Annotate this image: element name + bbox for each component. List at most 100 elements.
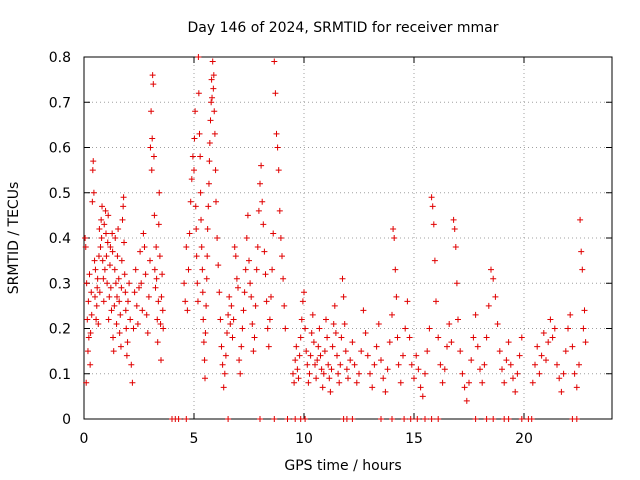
data-point bbox=[470, 334, 477, 341]
data-point bbox=[556, 375, 563, 382]
data-point bbox=[145, 293, 152, 300]
data-point bbox=[439, 379, 446, 386]
data-point bbox=[120, 203, 127, 210]
data-point bbox=[150, 153, 157, 160]
data-point bbox=[204, 253, 211, 260]
data-point bbox=[332, 330, 339, 337]
data-point bbox=[314, 357, 321, 364]
data-point bbox=[123, 325, 130, 332]
data-point bbox=[209, 58, 216, 65]
data-point bbox=[364, 352, 371, 359]
y-tick-label: 0.1 bbox=[49, 367, 71, 383]
data-point bbox=[431, 257, 438, 264]
data-point bbox=[455, 316, 461, 323]
data-point bbox=[242, 266, 249, 273]
data-point bbox=[282, 325, 289, 332]
data-point bbox=[186, 230, 193, 237]
data-point bbox=[116, 298, 123, 305]
data-point bbox=[562, 348, 569, 355]
data-point bbox=[253, 266, 260, 273]
data-point bbox=[123, 352, 130, 359]
data-point bbox=[417, 384, 424, 391]
data-point bbox=[503, 357, 510, 364]
data-point bbox=[228, 302, 235, 309]
data-point bbox=[83, 379, 90, 386]
data-point bbox=[371, 361, 378, 368]
data-point bbox=[310, 339, 317, 346]
data-point bbox=[576, 361, 582, 368]
data-point bbox=[461, 384, 468, 391]
data-point bbox=[89, 167, 96, 174]
data-point bbox=[404, 298, 411, 305]
data-point bbox=[394, 334, 401, 341]
data-point bbox=[202, 375, 208, 382]
data-point bbox=[351, 361, 358, 368]
data-point bbox=[110, 348, 117, 355]
zero-point bbox=[414, 416, 421, 422]
data-point bbox=[309, 311, 316, 318]
data-point bbox=[122, 307, 129, 314]
data-point bbox=[95, 253, 102, 260]
zero-point bbox=[343, 416, 350, 422]
data-point bbox=[534, 343, 541, 350]
data-point bbox=[194, 298, 201, 305]
data-point bbox=[101, 221, 108, 228]
data-point bbox=[87, 361, 94, 368]
data-point bbox=[296, 352, 303, 359]
y-tick-label: 0.5 bbox=[49, 186, 71, 202]
data-point bbox=[472, 311, 479, 318]
data-point bbox=[512, 388, 519, 395]
data-point bbox=[194, 280, 201, 287]
data-point bbox=[277, 235, 284, 241]
data-point bbox=[529, 379, 536, 386]
data-point bbox=[244, 212, 251, 219]
data-point bbox=[532, 361, 538, 368]
data-point bbox=[84, 316, 91, 323]
data-point bbox=[155, 298, 162, 305]
data-point bbox=[96, 225, 103, 232]
data-point bbox=[347, 357, 354, 364]
x-tick-label: 0 bbox=[80, 431, 89, 447]
data-point bbox=[118, 257, 125, 264]
data-point bbox=[105, 212, 112, 219]
zero-point bbox=[349, 416, 356, 422]
zero-point bbox=[428, 416, 435, 422]
zero-point bbox=[389, 416, 395, 422]
data-point bbox=[468, 357, 475, 364]
data-point bbox=[353, 379, 360, 386]
data-point bbox=[239, 325, 246, 332]
data-point bbox=[149, 135, 156, 142]
data-point bbox=[118, 284, 125, 291]
data-point bbox=[153, 275, 160, 282]
data-point bbox=[334, 352, 340, 359]
zero-point bbox=[175, 416, 182, 422]
data-point bbox=[463, 397, 470, 404]
zero-point bbox=[490, 416, 497, 422]
data-point bbox=[536, 370, 543, 377]
data-point bbox=[254, 244, 261, 251]
data-point bbox=[225, 311, 232, 318]
data-point bbox=[160, 325, 167, 332]
data-point bbox=[182, 298, 189, 305]
data-point bbox=[159, 307, 166, 314]
data-point bbox=[128, 361, 135, 368]
data-point bbox=[317, 352, 324, 359]
data-point bbox=[157, 320, 164, 327]
zero-point bbox=[378, 416, 384, 422]
y-tick-label: 0 bbox=[62, 412, 71, 428]
data-point bbox=[93, 316, 100, 323]
data-point bbox=[115, 225, 122, 232]
data-point bbox=[250, 348, 257, 355]
data-point bbox=[339, 275, 346, 282]
data-point bbox=[581, 307, 588, 314]
data-point bbox=[206, 158, 213, 165]
data-point bbox=[90, 189, 97, 196]
data-point bbox=[501, 379, 508, 386]
data-point bbox=[226, 293, 233, 300]
data-point bbox=[138, 280, 145, 287]
data-point bbox=[324, 334, 331, 341]
data-point bbox=[395, 361, 402, 368]
data-point bbox=[120, 194, 127, 201]
zero-point bbox=[407, 416, 414, 422]
data-point bbox=[117, 311, 124, 318]
